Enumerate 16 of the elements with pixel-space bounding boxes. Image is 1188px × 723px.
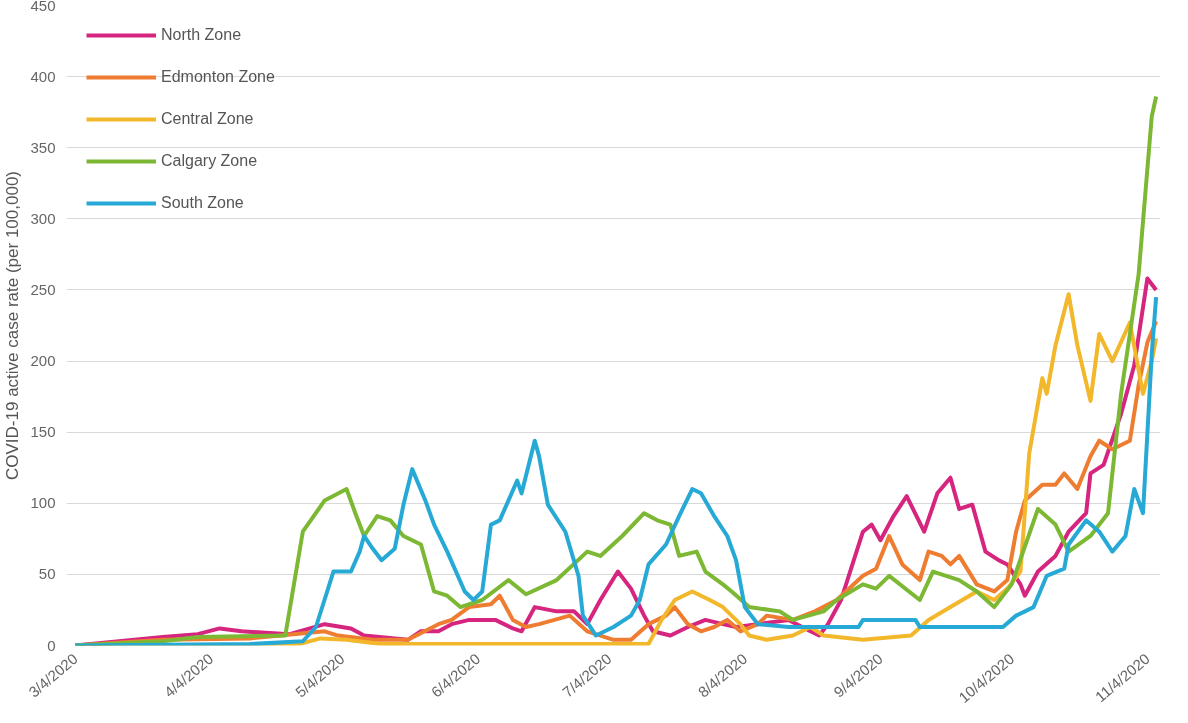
y-tick-label: 350 [30,138,56,156]
y-tick-label: 250 [30,280,56,298]
y-tick-label: 100 [30,494,56,512]
legend-label: Calgary Zone [161,152,258,170]
y-axis-title: COVID-19 active case rate (per 100,000) [3,171,23,480]
y-tick-label: 150 [30,423,56,441]
y-tick-label: 0 [47,636,56,654]
y-tick-label: 200 [30,352,56,370]
y-tick-label: 300 [30,209,56,227]
legend-label: North Zone [161,26,242,44]
y-tick-label: 450 [30,0,56,14]
legend-label: South Zone [161,194,244,212]
y-tick-label: 400 [30,67,56,85]
y-tick-label: 50 [38,565,56,583]
legend-label: Edmonton Zone [161,68,275,86]
legend-label: Central Zone [161,110,254,128]
